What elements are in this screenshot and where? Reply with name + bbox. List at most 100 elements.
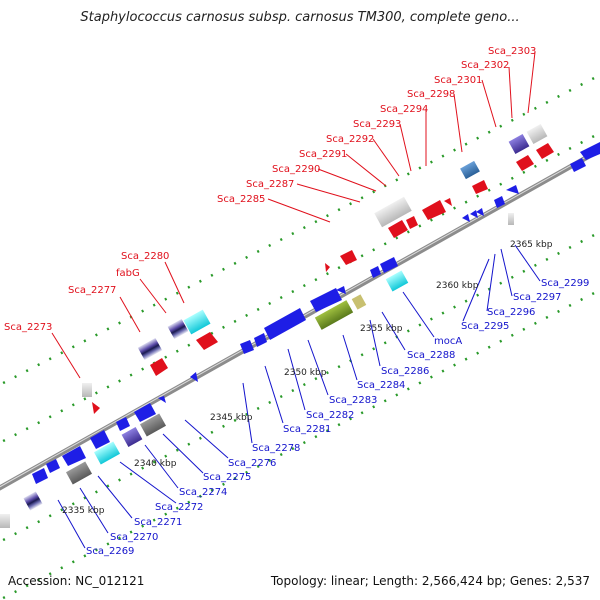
leader-line	[296, 183, 361, 203]
leader-line	[508, 66, 513, 119]
gene-arrow	[370, 266, 381, 278]
leader-line	[345, 153, 387, 187]
gene-arrow	[92, 402, 100, 414]
gene-label: Sca_2302	[461, 60, 509, 71]
gene-label: Sca_2291	[299, 149, 347, 160]
leader-line	[287, 348, 306, 411]
gene-label: Sca_2303	[488, 46, 536, 57]
gene-arrow	[472, 180, 488, 194]
gene-label: Sca_2270	[110, 532, 158, 543]
gene-label: Sca_2295	[461, 321, 509, 332]
gene-arrow	[196, 332, 218, 350]
gene-label: Sca_2269	[86, 546, 134, 557]
gene-block	[121, 426, 143, 448]
gene-arrow	[240, 340, 254, 354]
leader-line	[57, 499, 86, 549]
leader-line	[381, 311, 406, 351]
scale-label: 2360 kbp	[436, 281, 479, 291]
gene-block	[167, 318, 189, 340]
leader-line	[514, 244, 541, 282]
gene-arrow	[150, 358, 168, 376]
scale-label: 2335 kbp	[62, 506, 105, 516]
gene-arrow	[444, 198, 452, 206]
scale-label: 2350 kbp	[284, 368, 327, 378]
gene-label: Sca_2271	[134, 517, 182, 528]
leader-line	[144, 444, 179, 489]
leader-line	[139, 278, 167, 314]
bottom-label-leaders	[57, 244, 541, 549]
leader-line	[399, 123, 412, 172]
gene-block	[508, 213, 514, 225]
gene-arrow	[380, 257, 398, 273]
gene-label: fabG	[116, 268, 140, 279]
leader-line	[402, 291, 435, 338]
gene-arrow	[325, 263, 330, 272]
gene-block	[183, 309, 211, 335]
leader-line	[119, 296, 141, 333]
leader-line	[372, 138, 400, 177]
gene-block	[139, 413, 167, 437]
gene-arrow	[494, 196, 505, 208]
leader-line	[242, 382, 253, 444]
gene-label: Sca_2278	[252, 443, 300, 454]
gene-label: Sca_2273	[4, 322, 52, 333]
gene-label: Sca_2286	[381, 366, 429, 377]
gene-label: Sca_2285	[217, 194, 265, 205]
gene-block	[460, 160, 480, 180]
gene-label: Sca_2299	[541, 278, 589, 289]
gene-arrow	[516, 155, 534, 171]
gene-block	[526, 123, 548, 145]
gene-label: mocA	[434, 336, 462, 347]
gene-label: Sca_2294	[380, 104, 428, 115]
scale-label: 2340 kbp	[134, 459, 177, 469]
gene-label: Sca_2293	[353, 119, 401, 130]
gene-arrow	[62, 446, 86, 466]
gene-arrow	[570, 158, 586, 172]
gene-label: Sca_2290	[272, 164, 320, 175]
gene-arrow	[90, 430, 110, 449]
gene-label: Sca_2288	[407, 350, 455, 361]
gene-arrow	[254, 333, 267, 347]
leader-line	[267, 198, 331, 223]
leader-line	[342, 334, 358, 381]
map-title: Staphylococcus carnosus subsp. carnosus …	[80, 10, 520, 25]
leader-line	[486, 253, 496, 312]
gene-arrow	[46, 459, 60, 473]
gene-arrow	[476, 208, 484, 216]
gene-block	[23, 491, 43, 511]
leader-line	[462, 258, 490, 322]
gene-arrow	[116, 417, 130, 431]
gene-label: Sca_2296	[487, 307, 535, 318]
accession-label: Accession: NC_012121	[8, 574, 145, 588]
leader-line	[317, 168, 377, 192]
bottom-gene-labels: Sca_2269 Sca_2270 Sca_2271 Sca_2272 Sca_…	[86, 278, 589, 557]
leader-line	[481, 79, 497, 128]
gene-arrow	[580, 142, 600, 160]
gene-arrow	[506, 185, 519, 194]
gene-arrow	[190, 372, 198, 382]
leader-line	[307, 339, 329, 396]
gene-arrow	[310, 288, 342, 312]
top-label-leaders	[51, 51, 536, 379]
gene-arrow	[536, 143, 554, 159]
gene-block	[65, 461, 93, 485]
leader-line	[162, 433, 204, 474]
leader-line	[264, 365, 284, 424]
gene-label: Sca_2301	[434, 75, 482, 86]
leader-line	[119, 461, 177, 504]
gene-block	[374, 196, 412, 228]
gene-block	[508, 133, 530, 155]
top-gene-labels: Sca_2273 Sca_2277 fabG Sca_2280 Sca_2285…	[4, 46, 536, 333]
gene-label: Sca_2281	[283, 424, 331, 435]
gene-block	[314, 300, 354, 330]
gene-arrow	[470, 210, 478, 218]
scale-label: 2365 kbp	[510, 240, 553, 250]
gene-label: Sca_2277	[68, 285, 116, 296]
gene-label: Sca_2292	[326, 134, 374, 145]
gene-label: Sca_2272	[155, 502, 203, 513]
scale-labels: 2335 kbp 2340 kbp 2345 kbp 2350 kbp 2355…	[62, 240, 553, 516]
gene-arrow	[134, 403, 156, 422]
gene-block	[137, 338, 163, 360]
leader-line	[369, 319, 381, 367]
